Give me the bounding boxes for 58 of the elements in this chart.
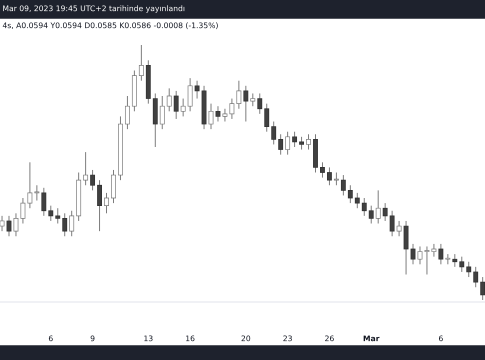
candlestick [376,190,381,224]
candlestick [334,172,339,186]
candlestick [34,184,40,202]
candlestick [188,78,193,112]
candlestick [27,162,32,209]
candlestick [14,212,18,237]
candlestick [216,106,220,122]
candlestick [410,243,416,265]
candlestick [404,220,408,275]
candlestick [320,162,325,178]
candlestick [431,243,436,258]
candlestick [271,121,276,145]
candlestick [466,261,472,278]
candlestick [438,243,444,265]
candlestick [348,184,353,204]
candlestick [166,88,172,112]
candlestick [104,192,109,214]
candlestick [390,210,395,237]
candlestick [445,254,450,265]
candlestick [174,90,179,120]
candlestick [473,266,478,288]
candlestick [160,96,165,130]
candlestick [396,220,402,237]
candlestick [292,131,298,148]
candlestick [0,215,4,232]
candlestick [306,134,311,150]
candlestick [250,92,256,107]
candlestick [222,108,228,122]
candlestick [6,215,12,237]
candlestick [97,180,102,232]
candlestick [236,80,242,110]
candlestick [194,80,200,100]
candlestick [264,103,270,132]
candlestick [340,174,346,196]
candlestick [90,169,96,191]
candlestick [480,276,485,300]
candlestick [111,169,116,204]
candlestick [229,98,234,120]
candlestick [354,192,360,209]
candlestick [138,44,144,82]
candlestick [299,136,304,150]
candlestick [243,85,248,122]
candlestick [62,212,68,237]
candlestick [382,202,388,222]
candlestick [326,166,332,186]
candlestick [418,246,422,265]
candlestick [208,103,214,130]
candlestick [180,98,186,117]
candlestick [257,92,262,114]
candlestick [124,96,130,130]
candlestick [20,198,26,224]
candlestick [69,210,74,237]
candlestick [452,254,458,268]
candlestick [285,131,290,156]
candlestick [424,246,430,275]
candlestick [278,134,284,156]
candlestick [41,187,46,216]
candlestick [83,152,88,186]
